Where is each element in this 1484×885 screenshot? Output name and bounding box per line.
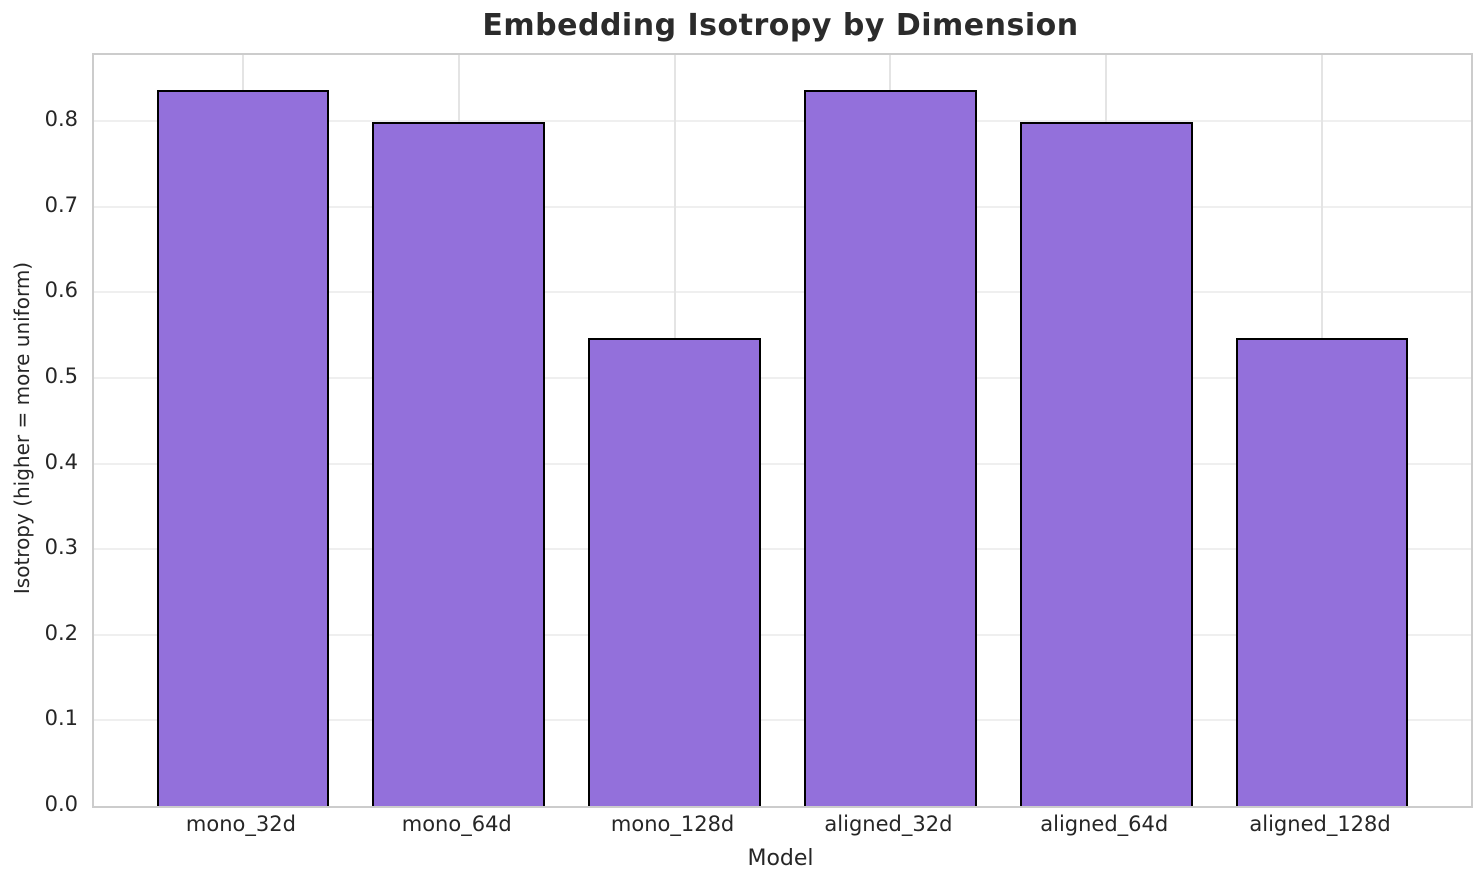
- bar-mono_32d: [156, 89, 330, 806]
- grid-line-horizontal: [94, 633, 1471, 636]
- y-tick-label: 0.5: [44, 364, 78, 389]
- x-tick-label: aligned_128d: [1249, 812, 1391, 836]
- x-tick-label: aligned_32d: [824, 812, 953, 836]
- grid-line-horizontal: [94, 548, 1471, 551]
- y-tick-label: 0.4: [44, 449, 78, 474]
- bar-aligned_128d: [1235, 337, 1409, 806]
- y-tick-label: 0.6: [44, 278, 78, 303]
- x-tick-label: mono_64d: [401, 812, 512, 836]
- y-axis-tick-labels: 0.0 0.1 0.2 0.3 0.4 0.5 0.6 0.7 0.8: [0, 53, 78, 816]
- bar-mono_128d: [588, 337, 761, 806]
- x-tick-label: mono_128d: [610, 812, 735, 836]
- y-tick-label: 0.3: [44, 535, 78, 560]
- grid-line-horizontal: [94, 462, 1471, 465]
- grid-line-horizontal: [94, 291, 1471, 294]
- bar-aligned_32d: [804, 89, 977, 806]
- plot-area: [92, 53, 1473, 808]
- bar-mono_64d: [372, 122, 546, 806]
- x-tick-label: aligned_64d: [1040, 812, 1169, 836]
- y-tick-label: 0.2: [44, 620, 78, 645]
- grid-line-horizontal: [94, 719, 1471, 722]
- y-tick-label: 0.0: [44, 792, 78, 816]
- grid-line-horizontal: [94, 205, 1471, 208]
- x-axis-tick-labels: mono_32d mono_64d mono_128d aligned_32d alig…: [92, 812, 1469, 842]
- y-tick-label: 0.1: [44, 706, 78, 731]
- bar-aligned_64d: [1019, 122, 1193, 806]
- x-axis-label: Model: [747, 846, 814, 871]
- x-tick-label: mono_32d: [185, 812, 296, 836]
- chart-title: Embedding Isotropy by Dimension: [482, 8, 1079, 43]
- y-tick-label: 0.8: [44, 107, 78, 132]
- grid-line-horizontal: [94, 377, 1471, 380]
- y-tick-label: 0.7: [44, 192, 78, 217]
- grid-line-horizontal: [94, 120, 1471, 123]
